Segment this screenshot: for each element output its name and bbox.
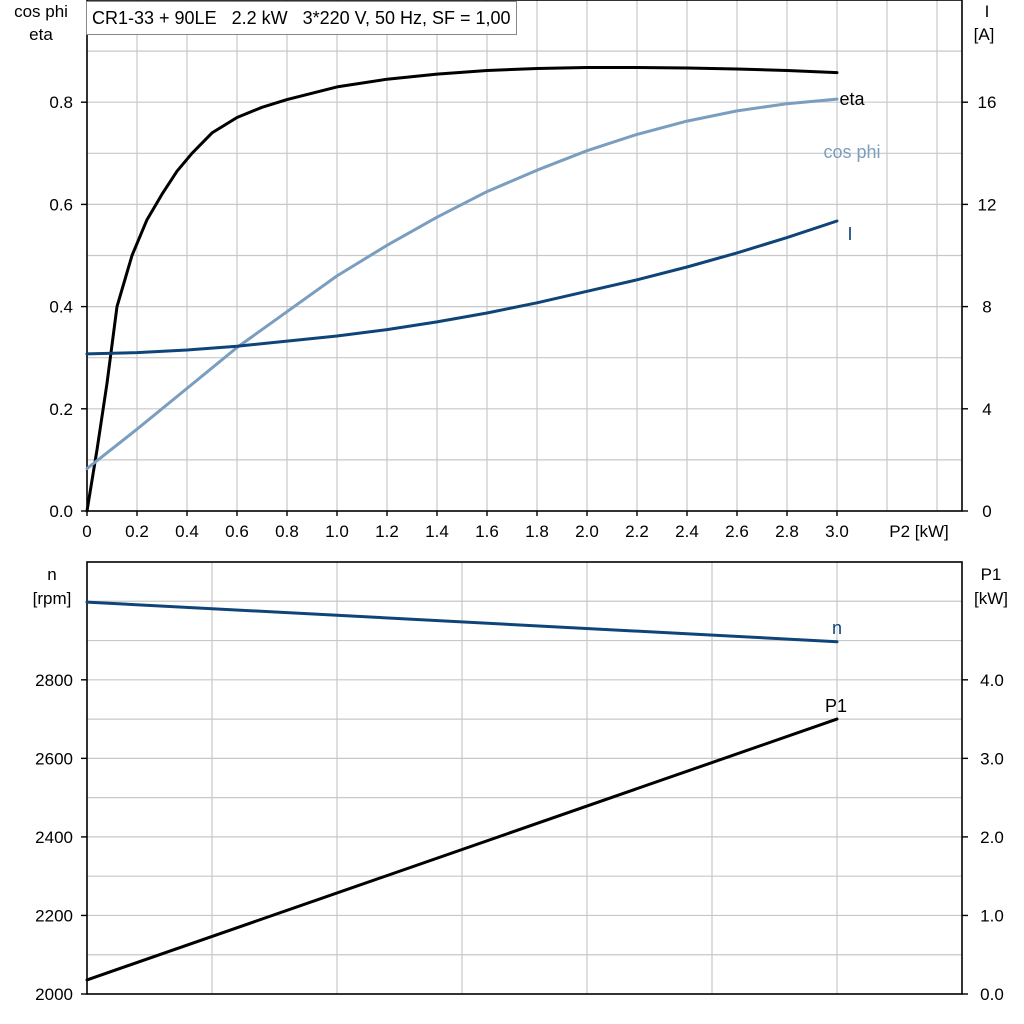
series-label-n: n (832, 618, 842, 638)
top-right-tick-label: 8 (982, 298, 991, 317)
top-x-tick-label: 2.0 (575, 522, 599, 541)
bottom-right-tick-label: 3.0 (980, 749, 1004, 768)
bottom-right-tick-label: 2.0 (980, 828, 1004, 847)
top-left-tick-label: 0.2 (49, 400, 73, 419)
top-x-tick-label: 0.6 (225, 522, 249, 541)
series-label-eta: eta (839, 89, 865, 109)
top-x-tick-label: 2.2 (625, 522, 649, 541)
top-x-tick-label: 1.0 (325, 522, 349, 541)
right-axis-title-line2: [A] (974, 25, 995, 44)
bottom-left-tick-label: 2600 (35, 749, 73, 768)
top-plot-frame (86, 0, 963, 512)
bottom-left-tick-label: 2200 (35, 906, 73, 925)
bottom-right-tick-label: 0.0 (980, 985, 1004, 1004)
top-right-tick-label: 0 (982, 502, 991, 521)
chart-title: CR1-33 + 90LE 2.2 kW 3*220 V, 50 Hz, SF … (86, 1, 517, 35)
top-x-tick-label: 1.4 (425, 522, 449, 541)
series-line-i (85, 219, 839, 356)
top-x-tick-label: 2.8 (775, 522, 799, 541)
x-axis-label: P2 [kW] (889, 522, 949, 541)
top-x-tick-label: 1.6 (475, 522, 499, 541)
bottom-right-axis-title-line2: [kW] (974, 589, 1008, 608)
top-right-tick-label: 16 (978, 93, 997, 112)
bottom-left-axis-title-line2: [rpm] (33, 589, 72, 608)
top-left-tick-label: 0.8 (49, 93, 73, 112)
bottom-left-tick-label: 2000 (35, 985, 73, 1004)
top-right-tick-label: 4 (982, 400, 991, 419)
top-x-tick-label: 0.4 (175, 522, 199, 541)
bottom-right-tick-label: 1.0 (980, 906, 1004, 925)
top-x-tick-label: 2.6 (725, 522, 749, 541)
series-label-p1: P1 (825, 696, 847, 716)
top-x-tick-label: 0.8 (275, 522, 299, 541)
top-x-tick-label: 3.0 (825, 522, 849, 541)
top-x-tick-label: 1.2 (375, 522, 399, 541)
top-left-tick-label: 0.0 (49, 502, 73, 521)
top-x-tick-label: 0.2 (125, 522, 149, 541)
bottom-left-axis-title-line1: n (47, 565, 56, 584)
bottom-plot-frame (86, 561, 963, 995)
series-line-n (85, 600, 839, 644)
series-line-eta (85, 66, 839, 513)
series-label-i: I (847, 224, 852, 244)
right-axis-title-line1: I (985, 2, 990, 21)
left-axis-title-line2: eta (29, 25, 53, 44)
series-line-p1 (85, 717, 839, 982)
top-left-tick-label: 0.4 (49, 298, 73, 317)
top-left-tick-label: 0.6 (49, 195, 73, 214)
top-x-tick-label: 0 (82, 522, 91, 541)
series-label-cos-phi: cos phi (823, 142, 880, 162)
bottom-left-tick-label: 2800 (35, 671, 73, 690)
bottom-left-tick-label: 2400 (35, 828, 73, 847)
top-x-tick-label: 2.4 (675, 522, 699, 541)
left-axis-title-line1: cos phi (14, 2, 68, 21)
bottom-right-tick-label: 4.0 (980, 671, 1004, 690)
top-right-tick-label: 12 (978, 195, 997, 214)
bottom-right-axis-title-line1: P1 (981, 565, 1002, 584)
top-x-tick-label: 1.8 (525, 522, 549, 541)
series-line-cos-phi (85, 97, 839, 471)
